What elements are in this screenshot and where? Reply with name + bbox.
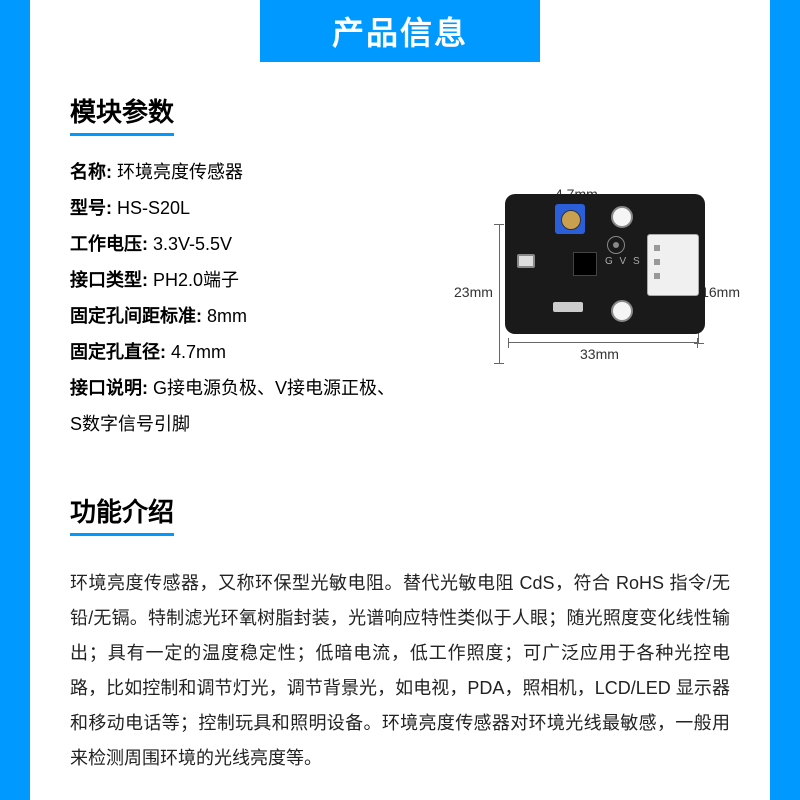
param-value: HS-S20L: [112, 198, 190, 218]
param-label: 接口类型:: [70, 270, 148, 290]
gvs-label: G V S: [605, 256, 642, 267]
pcb-diagram: 4.7mm 23mm 16mm: [430, 154, 730, 442]
param-label: 工作电压:: [70, 234, 148, 254]
section-title-params: 模块参数: [70, 92, 174, 136]
features-section: 功能介绍 环境亮度传感器，又称环保型光敏电阻。替代光敏电阻 CdS，符合 RoH…: [70, 492, 730, 777]
params-row: 名称: 环境亮度传感器 型号: HS-S20L 工作电压: 3.3V-5.5V …: [70, 154, 730, 442]
param-row: 工作电压: 3.3V-5.5V: [70, 226, 400, 262]
param-label: 固定孔间距标准:: [70, 306, 202, 326]
param-value: PH2.0端子: [148, 270, 239, 290]
param-label: 接口说明:: [70, 378, 148, 398]
content-area: 模块参数 名称: 环境亮度传感器 型号: HS-S20L 工作电压: 3.3V-…: [30, 62, 770, 797]
ic-chip: [573, 252, 597, 276]
param-row: 型号: HS-S20L: [70, 190, 400, 226]
mounting-hole: [611, 300, 633, 322]
dim-line-left: [494, 224, 504, 364]
param-value: 4.7mm: [166, 342, 226, 362]
param-row: 固定孔间距标准: 8mm: [70, 298, 400, 334]
param-row: 接口说明: G接电源负极、V接电源正极、S数字信号引脚: [70, 370, 400, 442]
light-sensor: [517, 254, 535, 268]
param-row: 名称: 环境亮度传感器: [70, 154, 400, 190]
param-value: 3.3V-5.5V: [148, 234, 232, 254]
smd-component: [553, 302, 583, 312]
params-list: 名称: 环境亮度传感器 型号: HS-S20L 工作电压: 3.3V-5.5V …: [70, 154, 400, 442]
header-banner: 产品信息: [260, 0, 540, 62]
param-label: 名称:: [70, 162, 112, 182]
trimpot-component: [555, 204, 585, 234]
param-label: 型号:: [70, 198, 112, 218]
dimension-left: 23mm: [454, 284, 493, 300]
mounting-hole: [611, 206, 633, 228]
ph20-connector: [647, 234, 699, 296]
param-value: 环境亮度传感器: [112, 162, 243, 182]
param-label: 固定孔直径:: [70, 342, 166, 362]
pcb-board: G V S: [505, 194, 705, 334]
param-row: 接口类型: PH2.0端子: [70, 262, 400, 298]
params-section: 模块参数 名称: 环境亮度传感器 型号: HS-S20L 工作电压: 3.3V-…: [70, 92, 730, 442]
dimension-right: 16mm: [701, 284, 740, 300]
description-text: 环境亮度传感器，又称环保型光敏电阻。替代光敏电阻 CdS，符合 RoHS 指令/…: [70, 566, 730, 777]
param-value: 8mm: [202, 306, 247, 326]
dimension-bottom: 33mm: [580, 346, 619, 362]
pcb-wrap: 4.7mm 23mm 16mm: [460, 194, 720, 334]
param-row: 固定孔直径: 4.7mm: [70, 334, 400, 370]
sun-icon: [607, 236, 625, 254]
product-info-page: 产品信息 模块参数 名称: 环境亮度传感器 型号: HS-S20L 工作电压: …: [30, 0, 770, 800]
section-title-features: 功能介绍: [70, 492, 174, 536]
